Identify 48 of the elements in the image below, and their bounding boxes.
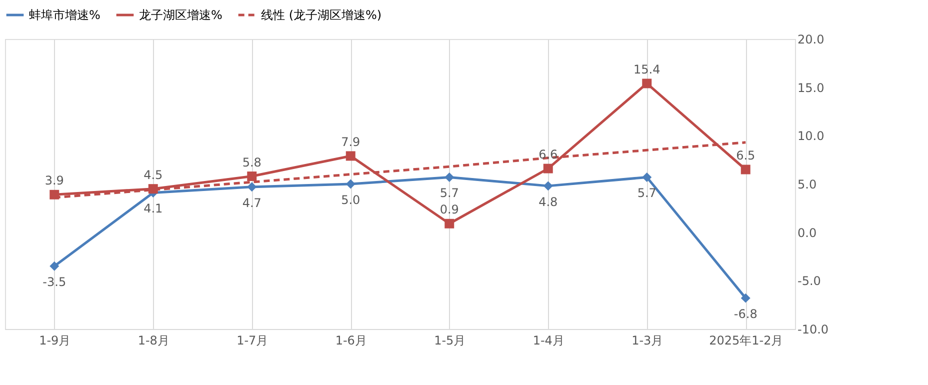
point	[346, 179, 356, 189]
x-tick-label: 1-5月	[434, 334, 466, 348]
legend-label: 龙子湖区增速%	[139, 8, 222, 22]
x-tick-label: 1-6月	[335, 334, 367, 348]
x-tick-label: 2025年1-2月	[709, 334, 784, 348]
x-tick-label: 1-8月	[138, 334, 170, 348]
point	[543, 181, 553, 191]
data-label: 5.7	[440, 186, 459, 200]
point	[444, 218, 454, 228]
data-label: -3.5	[42, 275, 66, 290]
point	[740, 293, 750, 303]
data-label: 7.9	[341, 134, 360, 149]
point	[642, 172, 652, 182]
data-label: 15.4	[634, 62, 660, 76]
data-label: 4.7	[242, 196, 262, 210]
y-tick-label: -10.0	[798, 322, 829, 336]
y-tick-label: -5.0	[798, 274, 821, 288]
data-label: 4.8	[538, 194, 558, 209]
point	[247, 182, 257, 192]
y-tick-label: 20.0	[798, 32, 824, 46]
y-tick-label: 10.0	[798, 129, 824, 144]
point	[642, 78, 652, 88]
legend-label: 线性 (龙子湖区增速%)	[261, 8, 382, 22]
data-label: 3.9	[44, 174, 64, 188]
data-label: 5.7	[637, 186, 656, 200]
point	[346, 151, 356, 161]
x-tick-label: 1-4月	[532, 334, 564, 348]
point	[50, 261, 60, 271]
legend-label: 蚌埠市增速%	[29, 8, 100, 22]
data-label: 0.9	[440, 202, 459, 217]
point	[148, 184, 158, 194]
data-label: 4.1	[144, 202, 163, 216]
point	[247, 172, 257, 182]
data-label: 5.8	[242, 155, 262, 170]
x-tick-label: 1-9月	[39, 334, 71, 348]
point	[50, 190, 60, 200]
y-tick-label: 0.0	[798, 226, 817, 240]
x-tick-label: 1-3月	[632, 334, 664, 348]
x-tick-label: 1-7月	[236, 334, 268, 348]
y-tick-label: 5.0	[798, 178, 817, 192]
data-label: 5.0	[341, 193, 360, 207]
data-label: 6.5	[736, 148, 756, 162]
point	[444, 172, 454, 182]
data-label: -6.8	[734, 307, 758, 322]
point	[543, 164, 553, 174]
data-label: 4.5	[144, 168, 163, 182]
y-tick-label: 15.0	[798, 80, 824, 95]
point	[740, 164, 750, 174]
